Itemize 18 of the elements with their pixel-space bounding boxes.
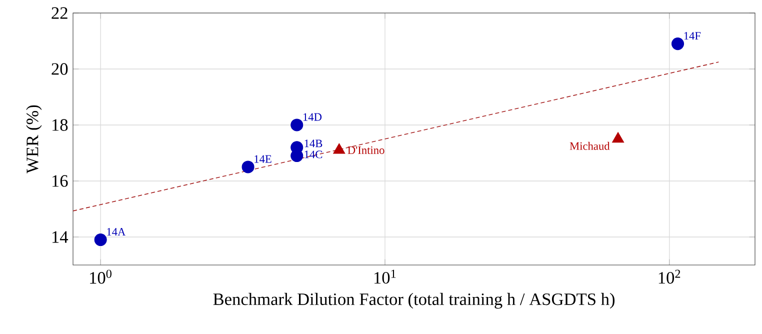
annotation: 14F <box>684 32 701 40</box>
annotation: 14B <box>304 140 322 148</box>
annotation: 14E <box>254 155 272 163</box>
y-tick-label: 16 <box>52 175 68 187</box>
x-tick-label: 10$^{0}$ <box>90 270 112 284</box>
annotation: Michaud <box>570 142 610 150</box>
annotation: 14D <box>303 113 322 121</box>
annotation: D'Intino <box>348 146 384 154</box>
x-tick-label: 10$^{2}$ <box>658 270 680 284</box>
y-axis-title: WER (%) <box>26 105 42 174</box>
x-axis-title: Benchmark Dilution Factor (total training h / ASGDTS h) <box>213 292 615 309</box>
x-tick-label: 10$^{1}$ <box>374 270 396 284</box>
y-tick-label: 18 <box>52 119 68 131</box>
y-tick-label: 20 <box>52 63 68 75</box>
annotation: 14C <box>304 150 322 158</box>
y-tick-label: 14 <box>52 231 68 243</box>
y-tick-label: 22 <box>52 7 68 19</box>
annotation: 14A <box>107 228 126 236</box>
